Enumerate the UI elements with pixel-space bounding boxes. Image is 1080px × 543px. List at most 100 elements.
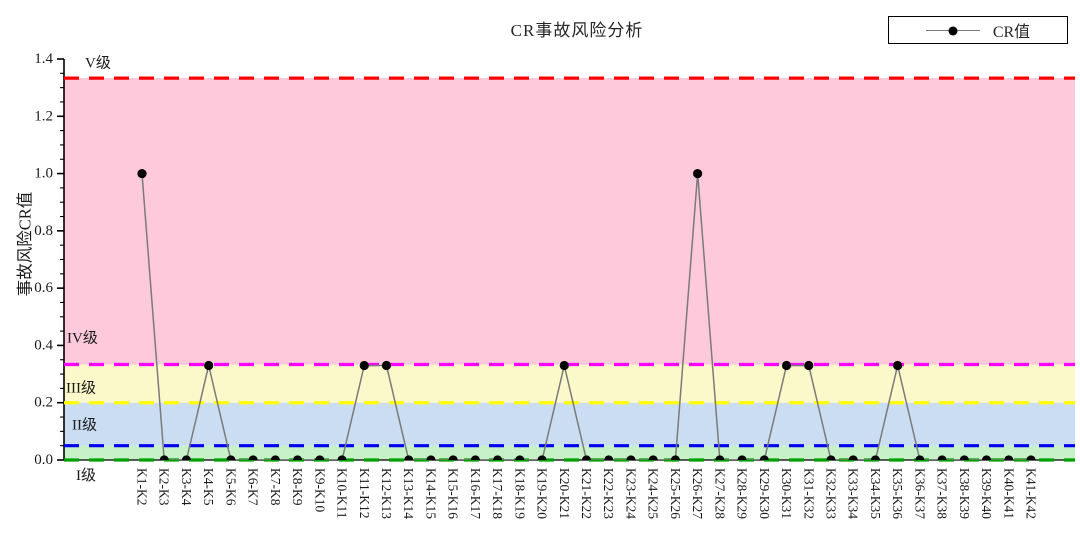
y-tick-label: 0.4: [34, 337, 53, 353]
data-point-marker: [559, 360, 569, 371]
data-point-marker: [404, 455, 414, 460]
y-axis-title: 事故风险CR值: [16, 192, 35, 297]
risk-band: [64, 445, 1075, 460]
x-tick-label: K5-K6: [223, 468, 238, 506]
y-tick-label: 0.6: [34, 280, 53, 296]
zone-label: IV级: [67, 329, 98, 346]
x-tick-label: K11-K12: [357, 468, 372, 519]
x-tick-label: K36-K37: [912, 468, 927, 519]
data-point-marker: [493, 455, 503, 460]
y-tick-label: 0.0: [34, 452, 53, 468]
x-tick-label: K22-K23: [601, 468, 616, 519]
x-tick-label: K34-K35: [868, 468, 883, 519]
zone-label: II级: [72, 417, 97, 434]
risk-band: [64, 364, 1075, 403]
data-point-marker: [981, 455, 992, 460]
x-tick-label: K4-K5: [201, 468, 216, 506]
x-tick-label: K24-K25: [646, 468, 661, 519]
data-point-marker: [359, 360, 369, 371]
data-point-marker: [159, 455, 169, 460]
x-tick-label: K38-K39: [957, 468, 972, 519]
data-point-marker: [226, 455, 236, 460]
x-tick-label: K3-K4: [179, 468, 194, 506]
x-tick-label: K14-K15: [423, 468, 438, 519]
x-tick-label: K37-K38: [935, 468, 950, 519]
y-tick-label: 0.2: [34, 395, 53, 411]
x-tick-label: K16-K17: [468, 468, 483, 519]
data-point-marker: [470, 455, 480, 460]
series-line: [141, 173, 1031, 460]
x-tick-label: K19-K20: [535, 468, 550, 519]
data-point-marker: [426, 455, 436, 460]
x-tick-label: K7-K8: [268, 468, 283, 506]
x-tick-label: K33-K34: [846, 468, 861, 519]
data-point-marker: [137, 168, 147, 179]
x-tick-label: K23-K24: [623, 468, 638, 519]
y-tick-label: 0.8: [34, 223, 53, 239]
data-point-marker: [248, 455, 258, 460]
legend-dot-marker-icon: [948, 26, 958, 35]
risk-band: [64, 78, 1075, 365]
data-point-marker: [181, 455, 192, 460]
data-point-marker: [893, 360, 903, 371]
y-tick-label: 1.0: [34, 166, 53, 182]
x-tick-label: K6-K7: [246, 468, 261, 506]
x-tick-label: K12-K13: [379, 468, 394, 519]
data-point-marker: [1004, 455, 1014, 460]
data-point-marker: [337, 455, 347, 460]
data-point-marker: [515, 455, 525, 460]
legend-series-label: CR值: [992, 24, 1031, 41]
x-tick-label: K18-K19: [512, 468, 527, 519]
x-tick-label: K20-K21: [557, 468, 572, 519]
legend: CR值: [888, 16, 1068, 44]
x-tick-label: K17-K18: [490, 468, 505, 519]
zone-labels: I级 II级 III级 IV级 V级: [66, 54, 111, 483]
x-tick-label: K27-K28: [712, 468, 727, 519]
data-point-marker: [959, 455, 969, 460]
chart-title: CR事故风险分析: [510, 21, 644, 40]
x-tick-label: K29-K30: [757, 468, 772, 519]
data-point-marker: [915, 455, 925, 460]
zone-label: V级: [85, 54, 111, 71]
data-point-marker: [648, 455, 658, 460]
risk-bands: [64, 78, 1075, 460]
x-tick-label: K1-K2: [135, 468, 150, 506]
data-point-marker: [270, 455, 280, 460]
data-point-marker: [870, 455, 881, 460]
x-tick-label: K40-K41: [1001, 468, 1016, 519]
data-point-marker: [804, 360, 814, 371]
data-point-marker: [626, 455, 636, 460]
data-point-marker: [448, 455, 458, 460]
x-tick-label: K41-K42: [1024, 468, 1039, 519]
x-tick-label: K8-K9: [290, 468, 305, 506]
series-cr: [137, 168, 1036, 460]
x-tick-label: K26-K27: [690, 468, 705, 519]
zone-label: III级: [66, 379, 96, 396]
x-tick-label: K21-K22: [579, 468, 594, 519]
x-tick-label: K30-K31: [779, 468, 794, 519]
data-point-marker: [693, 168, 703, 179]
data-point-marker: [848, 455, 858, 460]
x-tick-label: K25-K26: [668, 468, 683, 519]
x-tick-label: K35-K36: [890, 468, 905, 519]
x-tick-label: K28-K29: [735, 468, 750, 519]
x-tick-label: K15-K16: [446, 468, 461, 519]
x-tick-label: K2-K3: [157, 468, 172, 506]
data-point-marker: [604, 455, 614, 460]
x-tick-label: K31-K32: [801, 468, 816, 519]
threshold-lines: [64, 76, 1075, 462]
legend-line-marker-icon: [925, 26, 980, 35]
data-point-marker: [292, 455, 303, 460]
zone-label: I级: [76, 467, 96, 484]
x-tick-label: K39-K40: [979, 468, 994, 519]
x-tick-label: K13-K14: [401, 468, 416, 519]
x-tick-labels: K1-K2 K2-K3 K3-K4 K4-K5 K5-K6 K6-K7 K7-K8 K8-K9…: [135, 468, 1039, 519]
data-point-marker: [937, 455, 947, 460]
x-tick-label: K10-K11: [335, 468, 350, 519]
x-tick-label: K32-K33: [823, 468, 838, 519]
y-tick-label: 1.4: [34, 51, 53, 67]
data-point-marker: [759, 455, 769, 460]
data-point-marker: [315, 455, 325, 460]
